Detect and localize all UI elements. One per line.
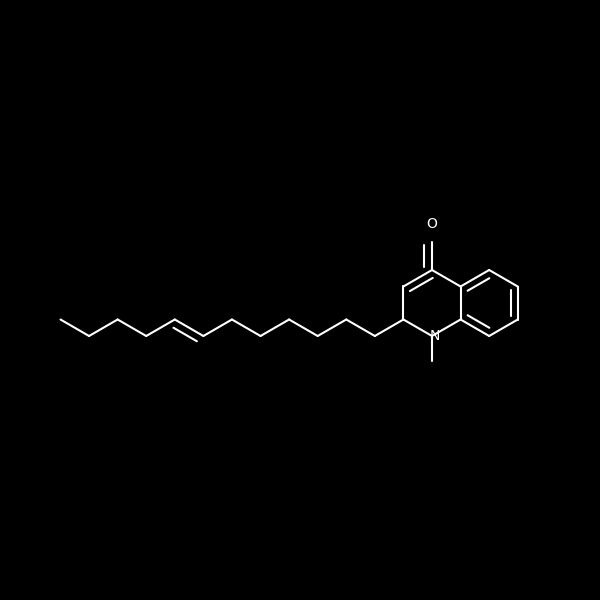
Text: N: N [430, 329, 440, 343]
Text: O: O [427, 217, 437, 231]
